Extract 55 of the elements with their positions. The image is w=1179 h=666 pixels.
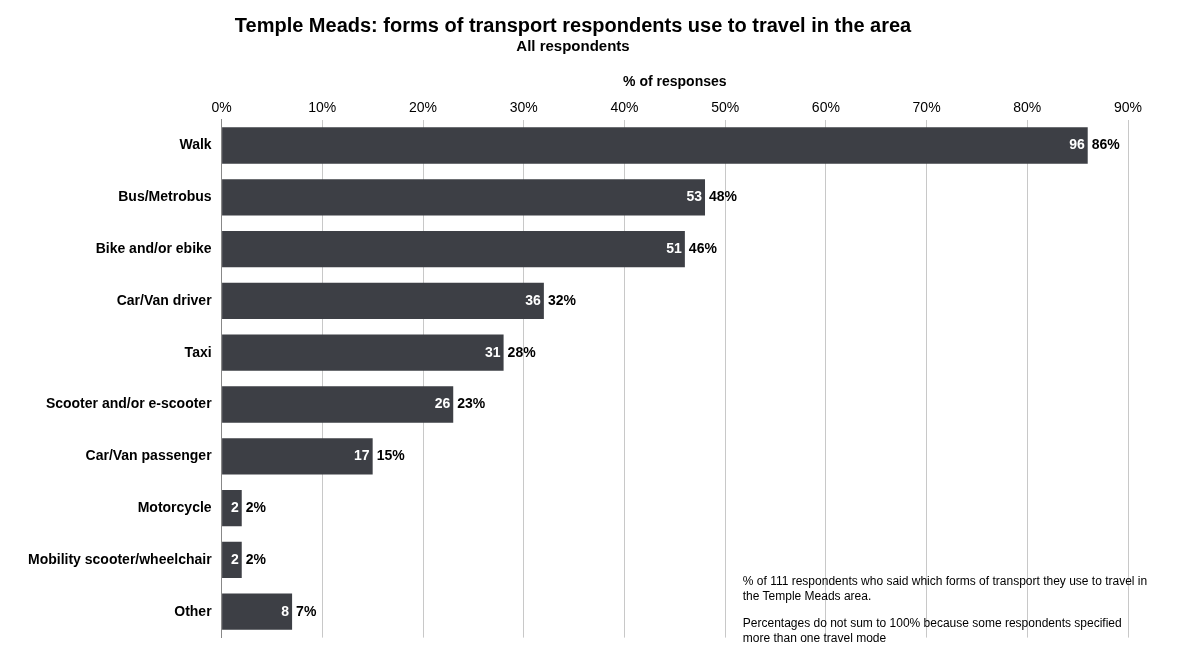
x-tick-label: 60% bbox=[811, 99, 840, 116]
x-axis-title: % of responses bbox=[623, 73, 727, 90]
y-tick-label: Bus/Metrobus bbox=[118, 188, 212, 205]
data-label: 2% bbox=[245, 498, 267, 515]
annotation: 2 bbox=[230, 498, 239, 515]
y-tick-label: Mobility scooter/wheelchair bbox=[27, 550, 213, 567]
x-tick-label: 90% bbox=[1113, 99, 1143, 116]
x-tick-label: 70% bbox=[912, 99, 941, 116]
x-tick-label: 30% bbox=[509, 99, 538, 116]
data-label: 7% bbox=[296, 602, 317, 619]
data-label: 15% bbox=[376, 447, 406, 464]
x-tick-label: 80% bbox=[1013, 99, 1042, 116]
y-tick-label: Car/Van passenger bbox=[85, 447, 213, 464]
y-tick-label: Bike and/or ebike bbox=[95, 239, 212, 256]
bar bbox=[222, 282, 544, 320]
x-tick-label: 10% bbox=[308, 99, 337, 116]
data-label: 48% bbox=[709, 188, 738, 205]
x-tick-label: 20% bbox=[409, 99, 438, 116]
annotation: 53 bbox=[686, 188, 703, 205]
bar bbox=[222, 541, 242, 579]
annotation: 8 bbox=[281, 602, 290, 619]
annotation: 96 bbox=[1069, 136, 1085, 153]
annotation: Percentages do not sum to 100% because some respondents specified more than one travel mode bbox=[742, 615, 1122, 645]
chart-subtitle: All respondents bbox=[516, 37, 630, 55]
annotation: 36 bbox=[525, 291, 542, 308]
x-tick-label: 50% bbox=[711, 99, 740, 116]
y-tick-label: Car/Van driver bbox=[116, 291, 213, 308]
chart-title: Temple Meads: forms of transport respondents use to travel in the area bbox=[234, 13, 913, 36]
data-label: 86% bbox=[1091, 136, 1121, 153]
y-tick-label: Motorcycle bbox=[137, 498, 212, 515]
bar bbox=[222, 334, 504, 371]
x-tick-label: 0% bbox=[211, 99, 232, 116]
data-label: 28% bbox=[507, 343, 537, 360]
bar bbox=[222, 386, 454, 423]
bar bbox=[222, 179, 706, 216]
bar bbox=[222, 127, 1088, 164]
annotation: 26 bbox=[434, 395, 451, 412]
annotation: 51 bbox=[666, 239, 683, 256]
x-tick-label: 40% bbox=[610, 99, 639, 116]
bar bbox=[222, 489, 242, 527]
bar bbox=[222, 230, 685, 268]
y-tick-label: Walk bbox=[179, 136, 212, 153]
data-label: 32% bbox=[547, 291, 577, 308]
data-label: 46% bbox=[688, 239, 718, 256]
annotation: % of 111 respondents who said which forms of transport they use to travel in the Temple Meads area. bbox=[742, 573, 1148, 603]
bar bbox=[222, 438, 373, 475]
y-tick-label: Scooter and/or e-scooter bbox=[45, 395, 213, 412]
data-label: 2% bbox=[245, 550, 267, 567]
annotation: 31 bbox=[485, 343, 501, 360]
annotation: 17 bbox=[354, 447, 370, 464]
annotation: 2 bbox=[230, 550, 239, 567]
bar bbox=[222, 593, 293, 630]
y-tick-label: Taxi bbox=[184, 343, 212, 360]
y-tick-label: Other bbox=[174, 602, 213, 619]
data-label: 23% bbox=[457, 395, 486, 412]
